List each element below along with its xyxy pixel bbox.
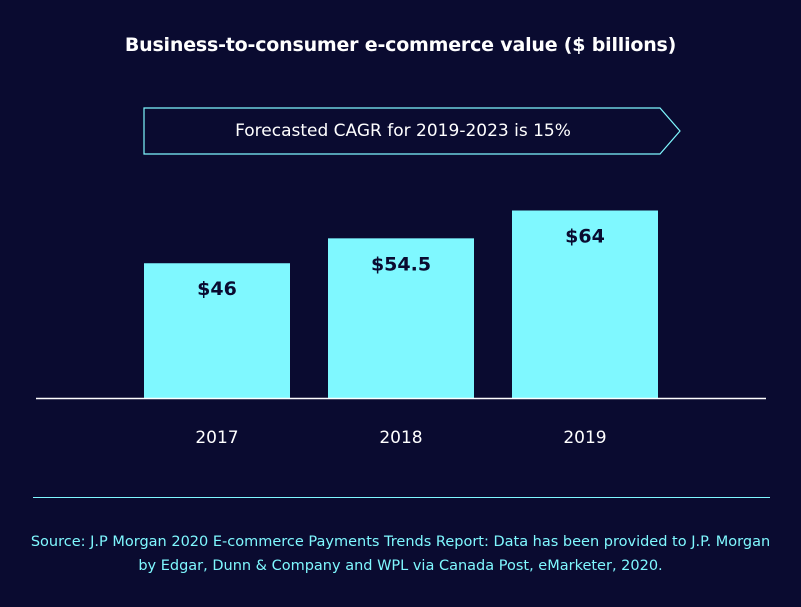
x-tick-label-2017: 2017 bbox=[195, 428, 238, 448]
data-label-2019: $64 bbox=[565, 226, 605, 248]
cagr-annotation: Forecasted CAGR for 2019-2023 is 15% bbox=[235, 121, 571, 141]
x-tick-label-2019: 2019 bbox=[563, 428, 606, 448]
data-label-2017: $46 bbox=[197, 278, 237, 300]
chart-title: Business-to-consumer e-commerce value ($… bbox=[124, 34, 677, 56]
source-note: Source: J.P Morgan 2020 E-commerce Payme… bbox=[30, 534, 771, 574]
data-label-2018: $54.5 bbox=[371, 253, 431, 275]
bar-2018 bbox=[328, 238, 474, 398]
footer-divider bbox=[33, 497, 770, 498]
x-tick-label-2018: 2018 bbox=[379, 428, 422, 448]
bar-2017 bbox=[144, 263, 290, 398]
bar-2019 bbox=[512, 210, 658, 398]
cagr-arrow-banner bbox=[143, 107, 681, 155]
